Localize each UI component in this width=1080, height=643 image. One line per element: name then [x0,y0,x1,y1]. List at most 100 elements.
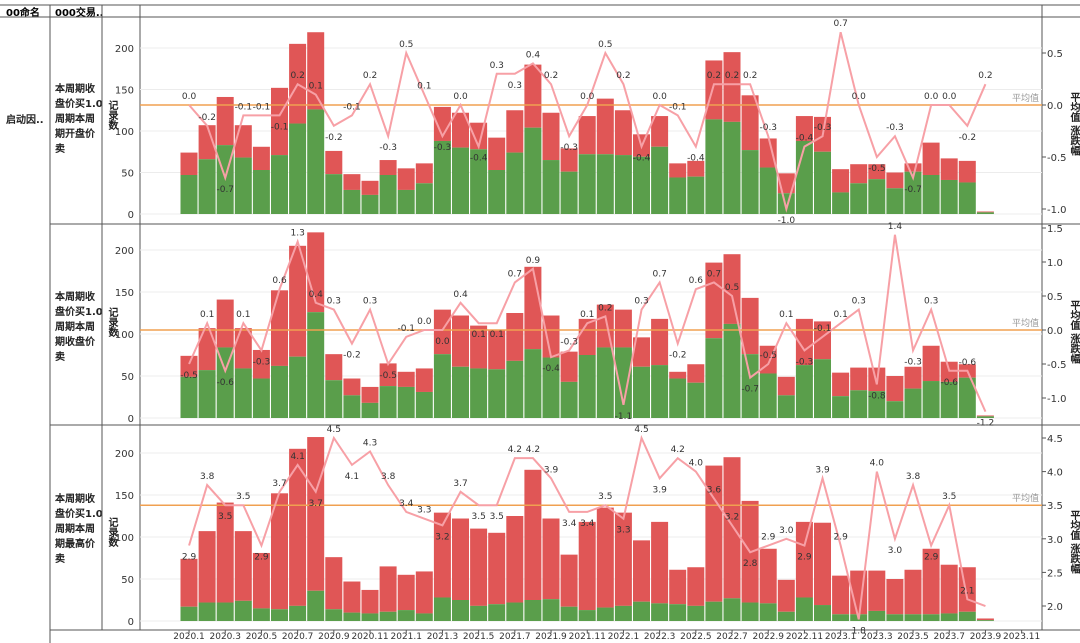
line-data-label: -0.1 [669,102,687,112]
line-data-label: -0.3 [253,357,271,367]
line-data-label: -0.4 [633,154,651,164]
y-left-tick-label: 150 [115,86,134,97]
bar-red-segment [904,366,922,389]
y-left-tick-label: 0 [128,210,134,221]
bar-green-segment [180,174,198,214]
line-data-label: 2.8 [743,559,758,569]
bar-green-segment [814,359,831,418]
bar-green-segment [433,597,451,621]
line-data-label: -0.8 [868,391,886,401]
line-data-label: -0.5 [379,371,397,381]
bar-red-segment [669,163,687,178]
line-data-label: -0.3 [814,123,832,133]
bar-green-segment [252,378,270,418]
y-right-tick-label: 0.5 [1047,49,1063,60]
bar-green-segment [886,614,904,621]
bar-green-segment [397,610,415,621]
bar-red-segment [379,566,397,612]
bar-red-segment [560,351,578,382]
column-header-name[interactable]: 00命名 [6,8,40,19]
bar-red-segment [325,557,343,610]
line-data-label: 3.4 [399,499,414,509]
column-header-trade[interactable]: 000交易.. [55,8,104,19]
bar-red-segment [814,522,831,606]
bar-green-segment [814,151,831,214]
bar-green-segment [325,174,343,214]
y-right-tick-label: 1.0 [1047,258,1063,269]
bar-green-segment [940,613,958,621]
bar-red-segment [452,315,469,367]
bar-red-segment [633,540,650,602]
bar-red-segment [307,232,325,313]
line-data-label: 3.7 [272,479,286,489]
x-tick-label: 2020.9 [318,632,350,642]
line-data-label: 0.0 [182,92,197,102]
row-group-label[interactable]: 启动因.. [6,115,44,126]
bar-green-segment [633,601,650,621]
line-data-label: 0.2 [544,71,558,81]
x-tick-label: 2022.1 [608,632,640,642]
line-data-label: 2.9 [254,553,269,563]
x-tick-label: 2020.1 [173,632,205,642]
line-data-label: 0.1 [490,330,504,340]
bar-red-segment [397,574,415,611]
bar-green-segment [379,386,397,418]
bar-green-segment [795,140,813,214]
bar-green-segment [614,605,632,621]
x-tick-label: 2021.5 [463,632,495,642]
bar-red-segment [759,138,777,168]
bar-green-segment [904,171,922,214]
line-data-label: 0.0 [652,92,667,102]
line-data-label: 3.8 [381,472,396,482]
panel-1 [140,31,1046,215]
bar-red-segment [289,245,307,357]
bar-green-segment [234,368,252,418]
bar-green-segment [379,611,397,621]
bar-green-segment [705,338,723,418]
bar-red-segment [886,376,904,402]
line-data-label: 3.5 [598,492,612,502]
bar-green-segment [958,611,976,621]
y-right-tick-label: -0.5 [1047,153,1067,164]
bar-green-segment [271,365,288,418]
line-data-label: 3.4 [562,519,577,529]
bar-green-segment [777,193,795,214]
bar-green-segment [307,590,325,621]
line-data-label: 0.1 [833,310,847,320]
y-right-tick-label: 3.0 [1047,535,1063,546]
bar-green-segment [669,604,687,621]
line-data-label: 2.9 [797,553,812,563]
line-data-label: 3.7 [453,479,467,489]
bar-red-segment [614,309,632,348]
bar-red-segment [542,518,560,600]
line-data-label: 3.3 [417,506,431,516]
bar-green-segment [397,189,415,214]
line-data-label: 0.4 [309,290,324,300]
bar-red-segment [271,290,288,366]
bar-green-segment [343,612,361,621]
row-label-panel-1[interactable]: 本周期收盘价买1.0周期本周期开盘价卖 [55,84,103,155]
bar-red-segment [723,52,741,122]
bar-red-segment [252,552,270,609]
bar-red-segment [741,297,759,355]
bar-green-segment [669,177,687,214]
row-label-panel-2[interactable]: 本周期收盘价买1.0周期本周期收盘价卖 [55,292,103,363]
line-data-label: 0.7 [707,269,721,279]
bar-green-segment [759,167,777,214]
line-data-label: -0.3 [560,143,578,153]
bar-green-segment [723,121,741,214]
bar-red-segment [216,96,234,146]
line-data-label: 0.2 [363,71,377,81]
line-data-label: -0.3 [759,123,777,133]
bar-green-segment [361,402,379,418]
bar-green-segment [578,355,596,418]
bar-red-segment [343,174,361,190]
row-label-panel-3[interactable]: 本周期收盘价买1.0周期本周期最高价卖 [55,494,103,565]
bar-red-segment [252,146,270,171]
bar-red-segment [524,266,542,350]
bar-green-segment [723,598,741,621]
bar-red-segment [705,465,723,602]
bar-red-segment [651,318,669,366]
bar-red-segment [651,116,669,147]
line-data-label: 3.8 [200,472,215,482]
